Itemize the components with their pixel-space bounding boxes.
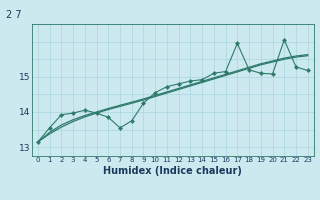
X-axis label: Humidex (Indice chaleur): Humidex (Indice chaleur) [103, 166, 242, 176]
Text: 2 7: 2 7 [6, 10, 22, 20]
